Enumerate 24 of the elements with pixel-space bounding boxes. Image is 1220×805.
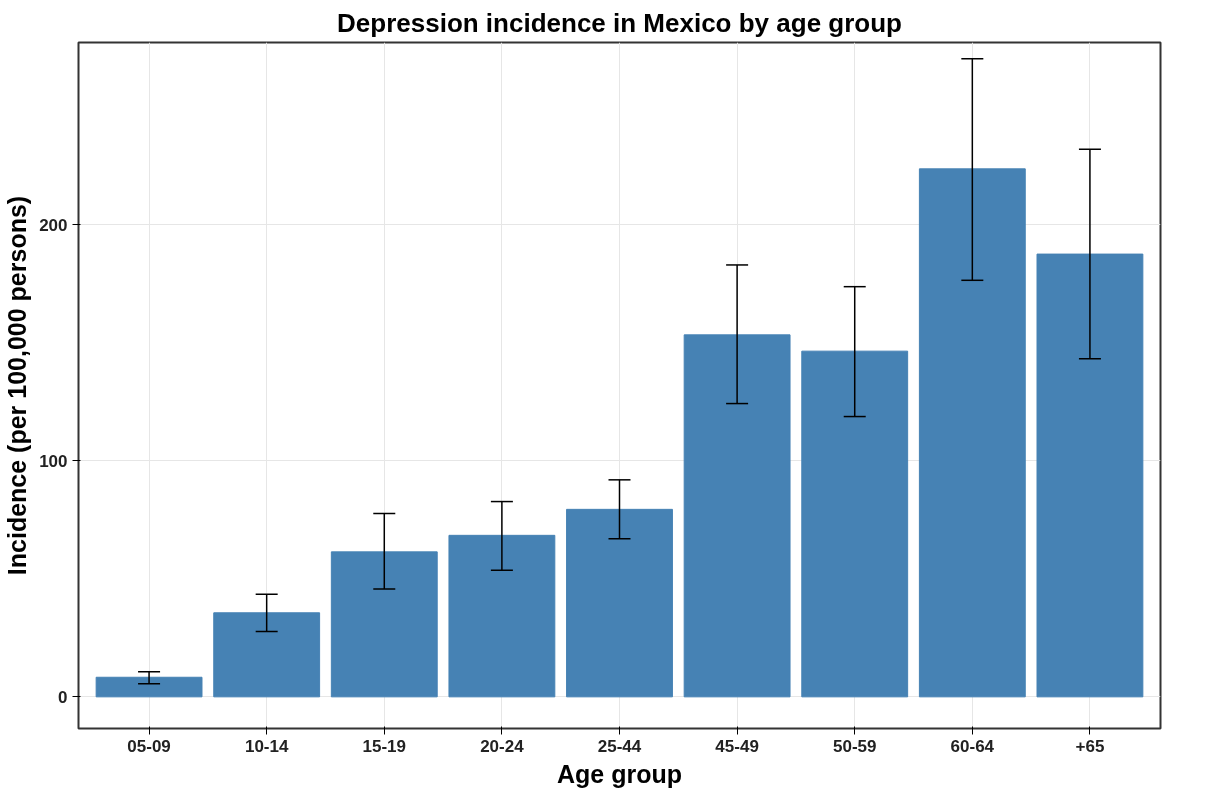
bar	[448, 534, 556, 698]
x-tick-label: 10-14	[244, 736, 289, 756]
x-tick-label: 50-59	[832, 736, 877, 756]
y-tick-label: 200	[39, 215, 68, 235]
bar	[683, 334, 791, 698]
bar	[566, 508, 673, 698]
x-tick-label: 20-24	[480, 736, 525, 756]
x-tick-label: 05-09	[127, 736, 171, 756]
bar	[1036, 253, 1144, 698]
x-tick-label: 15-19	[362, 736, 407, 756]
bar	[330, 551, 438, 698]
x-tick-label: 45-49	[715, 736, 759, 756]
bar	[213, 612, 321, 698]
y-tick-label: 0	[58, 687, 68, 707]
y-axis-title: Incidence (per 100,000 persons)	[3, 195, 32, 576]
bar	[801, 350, 909, 698]
x-tick-label: +65	[1075, 736, 1105, 756]
chart-title: Depression incidence in Mexico by age group	[337, 7, 902, 38]
x-tick-label: 60-64	[950, 736, 995, 756]
y-tick-label: 100	[39, 451, 68, 471]
x-axis-title: Age group	[557, 759, 683, 788]
bar	[95, 676, 203, 698]
bar	[918, 168, 1026, 698]
x-tick-label: 25-44	[597, 736, 642, 756]
